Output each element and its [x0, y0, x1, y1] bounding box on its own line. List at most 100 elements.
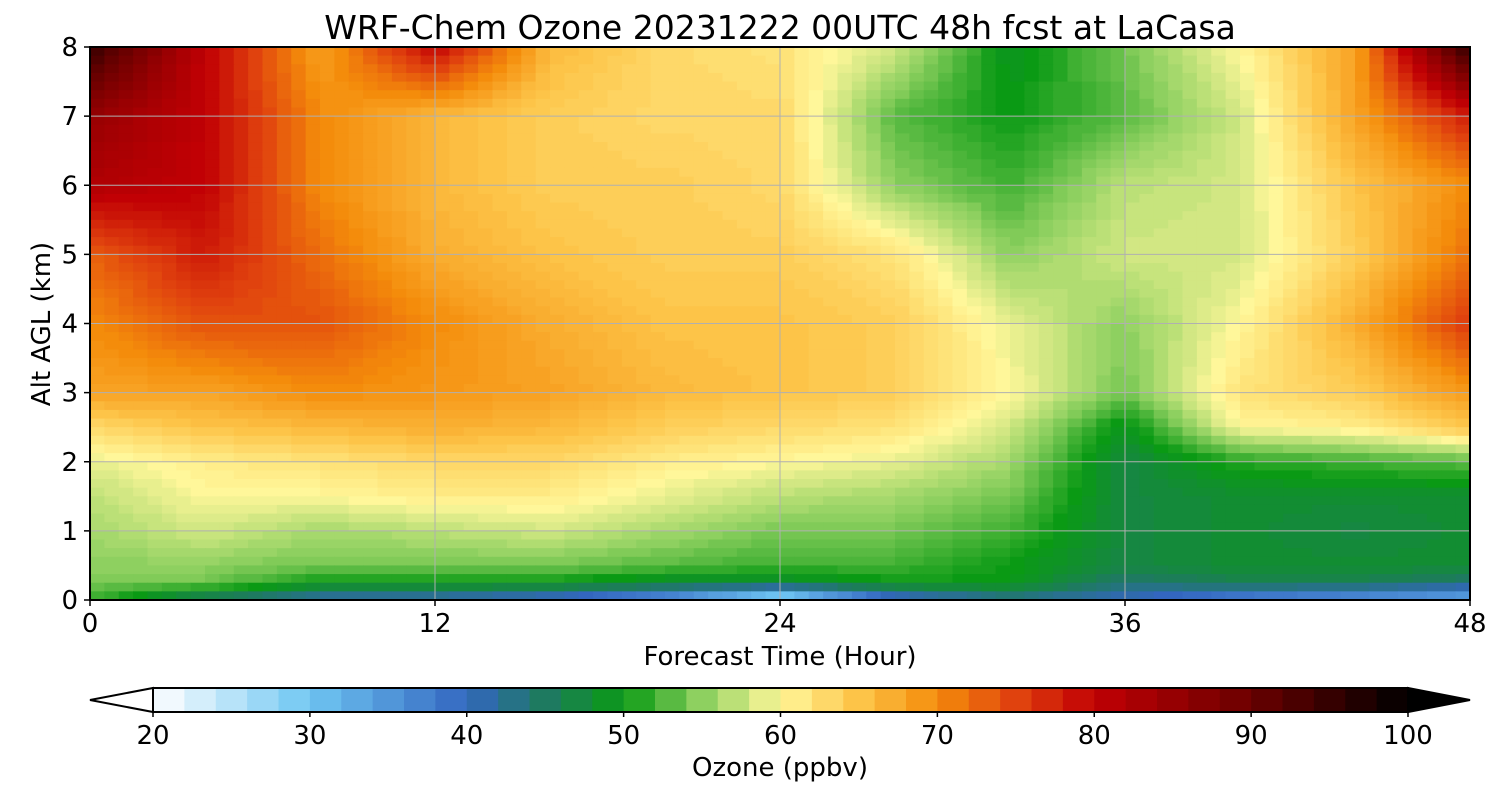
- heat-cell: [1053, 288, 1069, 299]
- heat-cell: [1326, 219, 1342, 230]
- heat-cell: [262, 375, 278, 385]
- heat-cell: [1240, 444, 1255, 454]
- heat-cell: [650, 219, 666, 230]
- heat-cell: [1125, 193, 1140, 204]
- heat-cell: [708, 297, 724, 307]
- heat-cell: [765, 107, 781, 117]
- heat-cell: [506, 340, 522, 351]
- heat-cell: [1038, 383, 1054, 394]
- heat-cell: [1182, 98, 1198, 109]
- heat-cell: [708, 228, 724, 238]
- heat-cell: [377, 418, 393, 428]
- heat-cell: [923, 167, 939, 178]
- heat-cell: [665, 418, 680, 428]
- heat-cell: [363, 479, 379, 489]
- heat-cell: [478, 47, 494, 57]
- heat-cell: [679, 297, 695, 307]
- heat-cell: [233, 479, 249, 489]
- heat-cell: [449, 193, 465, 204]
- heat-cell: [161, 176, 177, 186]
- heat-cell: [449, 427, 465, 437]
- heat-cell: [1240, 280, 1255, 290]
- heat-cell: [981, 124, 997, 135]
- heat-cell: [1268, 306, 1284, 316]
- heat-cell: [1211, 167, 1227, 178]
- heat-cell: [1355, 228, 1370, 238]
- heat-cell: [780, 288, 795, 299]
- heat-cell: [1010, 487, 1025, 497]
- heat-cell: [1110, 288, 1126, 299]
- heat-cell: [621, 461, 637, 471]
- heat-cell: [1398, 409, 1414, 420]
- heat-cell: [1125, 444, 1140, 454]
- heat-cell: [521, 280, 537, 290]
- heat-cell: [1081, 314, 1097, 325]
- heat-cell: [722, 487, 738, 497]
- heat-cell: [478, 271, 494, 281]
- heat-cell: [895, 418, 910, 428]
- heat-cell: [334, 306, 350, 316]
- heat-cell: [161, 340, 177, 351]
- heat-cell: [1340, 142, 1356, 152]
- heat-cell: [1455, 332, 1471, 342]
- heat-cell: [1225, 133, 1241, 143]
- heat-cell: [765, 167, 781, 178]
- heat-cell: [866, 340, 882, 351]
- heat-cell: [679, 176, 695, 186]
- heat-cell: [521, 185, 537, 195]
- heat-cell: [564, 124, 580, 135]
- heat-cell: [449, 332, 465, 342]
- heat-cell: [1340, 288, 1356, 299]
- heat-cell: [650, 418, 666, 428]
- heat-cell: [90, 159, 105, 169]
- heat-cell: [1067, 487, 1083, 497]
- heat-cell: [923, 133, 939, 143]
- heat-cell: [1426, 461, 1442, 471]
- heat-cell: [492, 306, 508, 316]
- heat-cell: [90, 55, 105, 65]
- heat-cell: [1182, 202, 1198, 212]
- heat-cell: [1168, 461, 1184, 471]
- heat-cell: [578, 90, 594, 100]
- heat-cell: [449, 306, 465, 316]
- heat-cell: [1081, 124, 1097, 135]
- heat-cell: [1283, 107, 1299, 117]
- heat-cell: [1254, 444, 1270, 454]
- heat-cell: [1139, 98, 1155, 109]
- heat-cell: [248, 228, 264, 238]
- heat-cell: [1398, 228, 1414, 238]
- heat-cell: [607, 193, 623, 204]
- heat-cell: [578, 193, 594, 204]
- heat-cell: [909, 133, 925, 143]
- heat-cell: [607, 323, 623, 333]
- heat-cell: [1196, 271, 1212, 281]
- heat-cell: [1240, 392, 1255, 402]
- heat-cell: [118, 228, 134, 238]
- heat-cell: [1125, 479, 1140, 489]
- heat-cell: [377, 366, 393, 376]
- heat-cell: [650, 288, 666, 299]
- heat-cell: [780, 306, 795, 316]
- heat-cell: [1383, 323, 1399, 333]
- heat-cell: [981, 90, 997, 100]
- heat-cell: [837, 64, 853, 74]
- heat-cell: [693, 254, 709, 264]
- heat-cell: [823, 358, 839, 368]
- heat-cell: [535, 98, 551, 109]
- heat-cell: [1283, 418, 1299, 428]
- heat-cell: [1455, 280, 1471, 290]
- heat-cell: [1038, 409, 1054, 420]
- heat-cell: [909, 55, 925, 65]
- heat-cell: [1182, 427, 1198, 437]
- heat-cell: [90, 323, 105, 333]
- heat-cell: [435, 297, 450, 307]
- heat-cell: [104, 271, 120, 281]
- heat-cell: [1283, 185, 1299, 195]
- heat-cell: [406, 487, 422, 497]
- heat-cell: [521, 418, 537, 428]
- heat-cell: [578, 176, 594, 186]
- heat-cell: [406, 150, 422, 160]
- heat-cell: [550, 366, 565, 376]
- heat-cell: [291, 383, 307, 394]
- heat-cell: [938, 142, 954, 152]
